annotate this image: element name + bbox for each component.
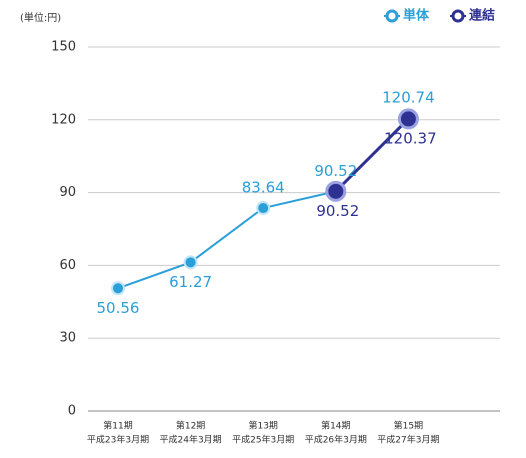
data-label: 120.74 [382, 89, 435, 107]
data-label: 61.27 [169, 273, 212, 291]
y-tick-label: 90 [59, 185, 76, 200]
legend-label: 連結 [469, 8, 495, 24]
data-label: 120.37 [384, 129, 437, 147]
x-tick-label: 平成23年3月期 [87, 434, 149, 446]
x-tick-label: 平成27年3月期 [377, 434, 439, 446]
data-label: 90.52 [314, 162, 357, 180]
series-line [334, 117, 410, 193]
unit-label: (単位:円) [20, 11, 61, 24]
x-tick-label: 平成25年3月期 [232, 434, 294, 446]
legend-marker [385, 9, 399, 23]
point [183, 255, 198, 270]
data-label: 90.52 [316, 202, 359, 220]
x-tick-label: 第14期 [321, 420, 350, 432]
y-tick-label: 60 [59, 258, 76, 273]
x-tick-label: 第15期 [394, 420, 423, 432]
legend-item: 連結 [450, 8, 495, 24]
point [325, 180, 347, 202]
data-label: 50.56 [97, 299, 140, 317]
data-label: 83.64 [242, 179, 285, 197]
legend-item: 単体 [384, 8, 430, 24]
point [111, 281, 125, 296]
point [256, 201, 271, 216]
x-tick-label: 第11期 [103, 420, 132, 432]
y-tick-label: 30 [59, 331, 76, 346]
x-tick-label: 平成26年3月期 [305, 434, 367, 446]
x-tick-label: 第12期 [176, 420, 205, 432]
y-tick-label: 0 [68, 404, 76, 419]
x-tick-label: 平成24年3月期 [160, 434, 222, 446]
legend-label: 単体 [403, 8, 430, 24]
x-tick-label: 第13期 [248, 420, 277, 432]
y-tick-label: 120 [51, 112, 76, 127]
y-tick-label: 150 [51, 40, 76, 55]
legend-marker [451, 9, 465, 23]
point [397, 108, 419, 130]
